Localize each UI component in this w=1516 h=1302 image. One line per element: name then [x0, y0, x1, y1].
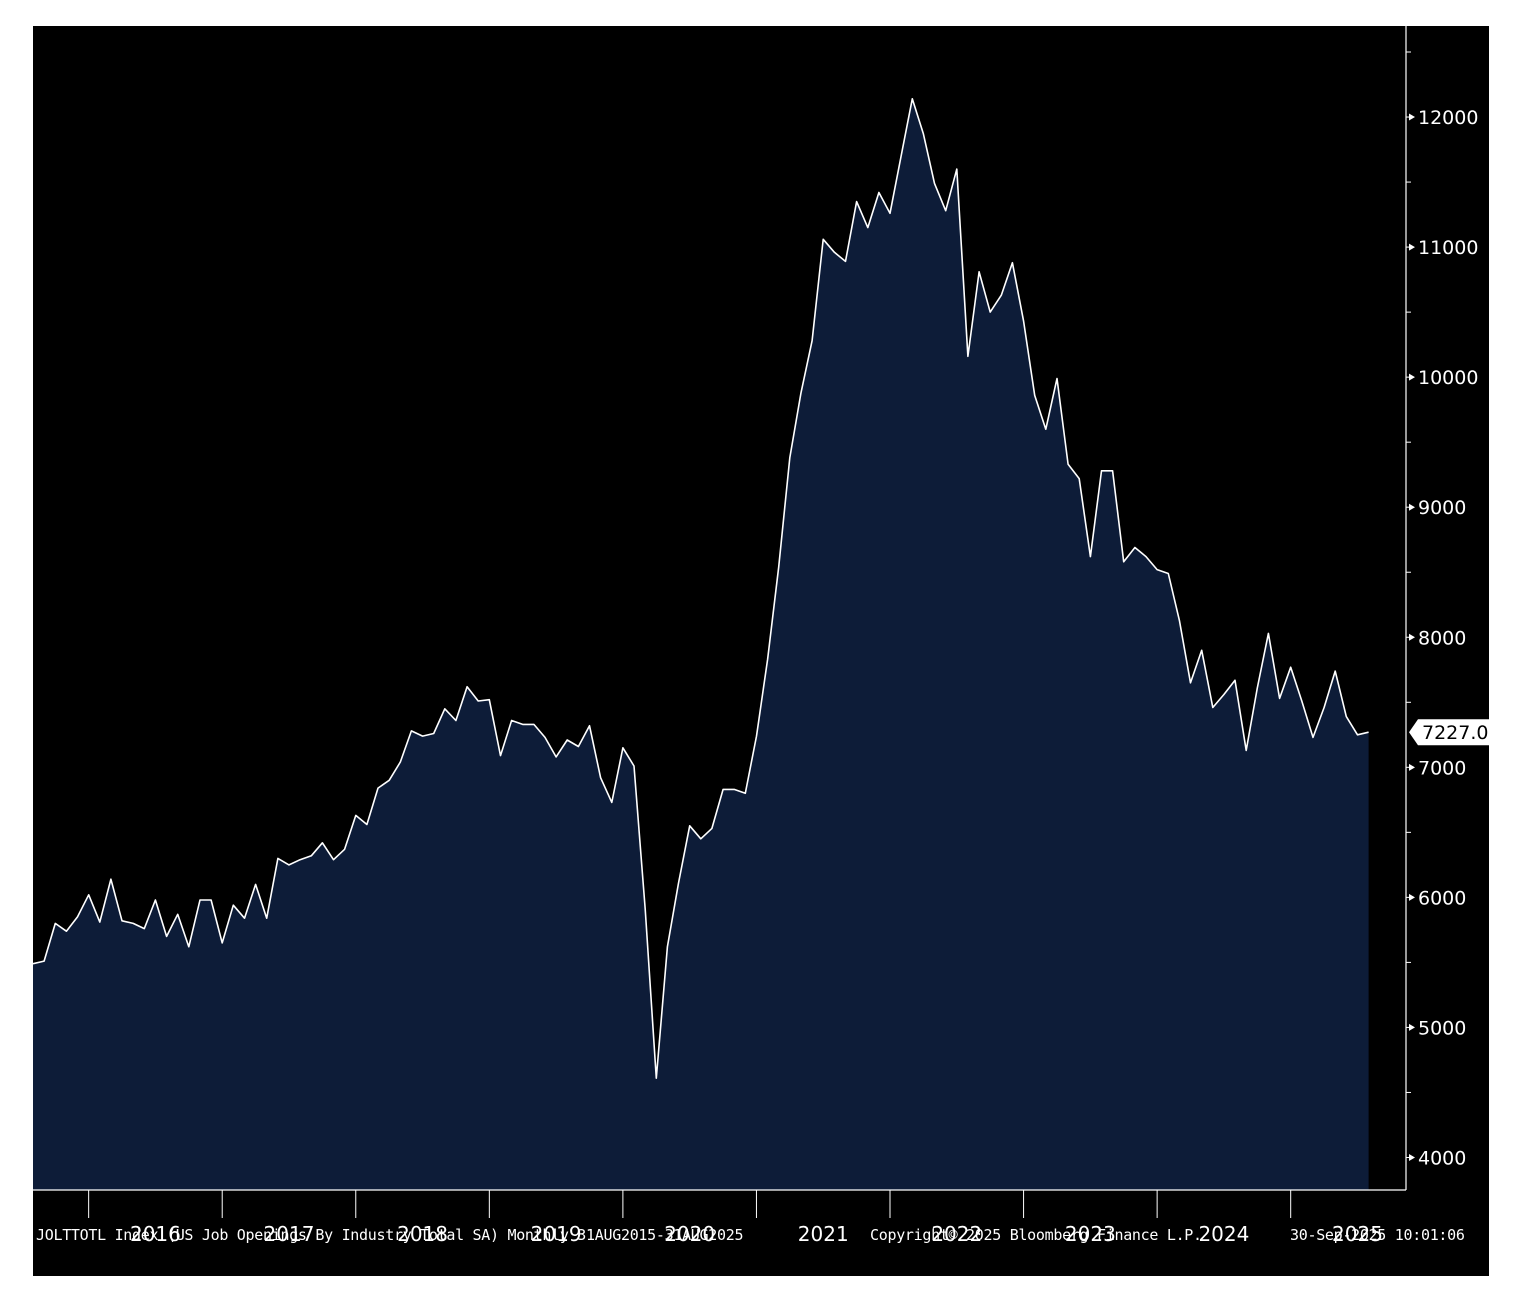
- y-tick-label: 11000: [1418, 237, 1478, 259]
- x-tick-label: 2018: [397, 1222, 448, 1246]
- y-tick-arrow: [1409, 373, 1415, 381]
- x-tick-label: 2019: [531, 1222, 582, 1246]
- y-tick-label: 9000: [1418, 497, 1466, 519]
- y-tick-arrow: [1409, 503, 1415, 511]
- label-layer: 4000 5000 6000 7000 8000 9000 10000 11000 12000 2…: [130, 107, 1489, 1246]
- footer-copyright: Copyright© 2025 Bloomberg Finance L.P.: [870, 1226, 1202, 1244]
- x-tick-label: 2016: [130, 1222, 181, 1246]
- x-tick-label: 2021: [798, 1222, 849, 1246]
- y-tick-arrow: [1409, 1023, 1415, 1031]
- axis-layer: [33, 26, 1415, 1218]
- x-tick-label: 2020: [664, 1222, 715, 1246]
- y-tick-arrow: [1409, 893, 1415, 901]
- y-tick-label: 12000: [1418, 107, 1478, 129]
- footer-timestamp: 30-Sep-2025 10:01:06: [1290, 1226, 1465, 1244]
- x-tick-label: 2017: [264, 1222, 315, 1246]
- x-tick-label: 2023: [1065, 1222, 1116, 1246]
- y-tick-arrow: [1409, 1153, 1415, 1161]
- x-tick-label: 2025: [1332, 1222, 1383, 1246]
- series-line: [32, 98, 1369, 1079]
- chart-frame: 4000 5000 6000 7000 8000 9000 10000 11000 12000 2…: [32, 26, 1489, 1276]
- x-tick-label: 2022: [931, 1222, 982, 1246]
- area-layer: [32, 98, 1369, 1190]
- x-tick-label: 2024: [1198, 1222, 1249, 1246]
- y-tick-label: 4000: [1418, 1147, 1466, 1169]
- last-value-tag: 7227.0: [1409, 719, 1489, 746]
- y-tick-arrow: [1409, 763, 1415, 771]
- y-tick-arrow: [1409, 243, 1415, 251]
- last-value-tag-bg: [1409, 719, 1489, 746]
- chart-svg: 4000 5000 6000 7000 8000 9000 10000 11000 12000 2…: [32, 26, 1489, 1246]
- y-tick-label: 10000: [1418, 367, 1478, 389]
- area-fill: [33, 98, 1369, 1190]
- footer-description: JOLTTOTL Index (US Job Openings By Indus…: [36, 1226, 744, 1244]
- y-tick-label: 8000: [1418, 627, 1466, 649]
- y-tick-label: 5000: [1418, 1017, 1466, 1039]
- y-tick-label: 7000: [1418, 757, 1466, 779]
- y-tick-arrow: [1409, 113, 1415, 121]
- y-tick-arrow: [1409, 633, 1415, 641]
- y-tick-label: 6000: [1418, 887, 1466, 909]
- last-value-label: 7227.0: [1422, 722, 1488, 744]
